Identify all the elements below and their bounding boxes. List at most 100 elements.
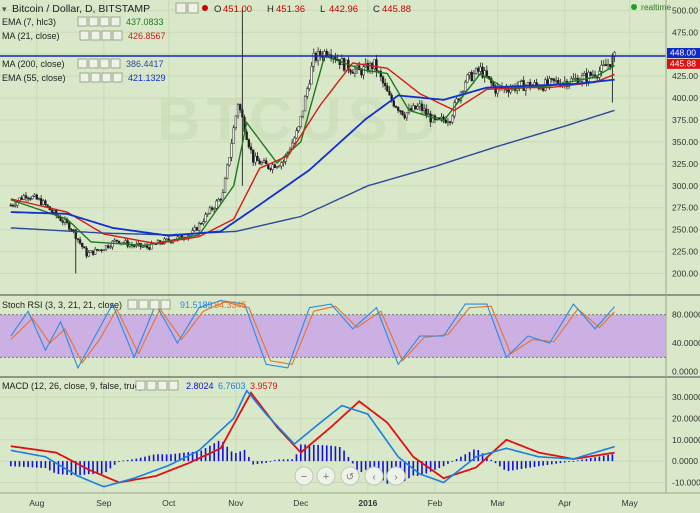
eye-icon[interactable] bbox=[135, 380, 146, 391]
histogram-bar bbox=[607, 454, 609, 462]
histogram-bar bbox=[200, 450, 203, 462]
histogram-bar bbox=[568, 461, 570, 462]
eye-icon[interactable] bbox=[175, 2, 187, 14]
settings-icon[interactable] bbox=[187, 2, 199, 14]
stoch-rsi-tick-label: 0.0000 bbox=[672, 366, 698, 376]
histogram-bar bbox=[100, 461, 103, 474]
candle-body bbox=[204, 214, 207, 222]
legend-value: 421.1329 bbox=[128, 73, 166, 83]
price-tick-label: 250.00 bbox=[672, 225, 698, 235]
histogram-bar bbox=[598, 456, 601, 462]
zoom-out-button[interactable]: − bbox=[294, 466, 314, 486]
candle-body bbox=[282, 161, 285, 163]
macd-tick-label: 10.0000 bbox=[672, 435, 700, 445]
candle-body bbox=[258, 160, 261, 165]
histogram-bar bbox=[321, 445, 324, 462]
candle-body bbox=[63, 219, 67, 223]
candle-body bbox=[72, 229, 75, 231]
candle-body bbox=[161, 243, 164, 245]
zoom-in-button[interactable]: + bbox=[316, 466, 336, 486]
histogram-bar bbox=[516, 461, 518, 470]
histogram-bar bbox=[269, 461, 272, 462]
histogram-bar bbox=[360, 461, 363, 472]
more-icon[interactable] bbox=[168, 380, 179, 391]
svg-text:‹: ‹ bbox=[372, 472, 375, 483]
close-icon bbox=[101, 30, 112, 41]
reset-button[interactable]: ↺ bbox=[340, 466, 360, 486]
chevron-down-icon[interactable]: ▾ bbox=[2, 4, 7, 14]
candle-body bbox=[260, 162, 263, 165]
macd-pane[interactable] bbox=[0, 389, 666, 488]
candle-body bbox=[397, 107, 400, 111]
candle-body bbox=[236, 104, 240, 117]
candle-body bbox=[252, 149, 255, 163]
settings-icon[interactable] bbox=[138, 299, 149, 310]
scroll-left-button[interactable]: ‹ bbox=[364, 466, 384, 486]
legend-value: 386.4417 bbox=[126, 59, 164, 69]
candle-body bbox=[446, 121, 450, 124]
price-tick-label: 300.00 bbox=[672, 181, 698, 191]
candle-body bbox=[148, 247, 151, 250]
macd-title: MACD (12, 26, close, 9, false, true) bbox=[2, 381, 143, 391]
candle-body bbox=[295, 130, 298, 139]
histogram-bar bbox=[382, 461, 384, 481]
settings-icon bbox=[88, 16, 99, 27]
candle-body bbox=[70, 229, 73, 231]
candle-body bbox=[381, 76, 385, 84]
histogram-bar bbox=[555, 461, 557, 464]
candle-body bbox=[308, 83, 311, 89]
candle-body bbox=[297, 126, 300, 132]
close-icon bbox=[99, 16, 110, 27]
scroll-right-button[interactable]: › bbox=[386, 466, 406, 486]
indicator-legend: EMA (7, hlc3) 437.0833 MA (21, close) 426.8… bbox=[2, 16, 166, 83]
histogram-bar bbox=[481, 453, 484, 462]
candle-body bbox=[332, 56, 335, 59]
more-icon bbox=[110, 58, 121, 69]
settings-icon[interactable] bbox=[146, 380, 157, 391]
histogram-bar bbox=[248, 456, 250, 462]
ohlc-key: H bbox=[267, 4, 274, 15]
histogram-bar bbox=[53, 461, 55, 473]
eye-icon[interactable] bbox=[127, 299, 138, 310]
stoch-rsi-title: Stoch RSI (3, 3, 21, 21, close) bbox=[2, 300, 122, 310]
histogram-bar bbox=[520, 461, 523, 469]
stoch-rsi-pane[interactable] bbox=[0, 299, 666, 370]
candle-body bbox=[470, 72, 473, 82]
time-axis[interactable]: Aug Sep Oct Nov Dec 2016 Feb Mar Apr May bbox=[29, 498, 638, 508]
candle-body bbox=[507, 90, 510, 93]
price-pane[interactable] bbox=[0, 0, 666, 493]
macd-tick-label: -10.0000 bbox=[672, 477, 700, 487]
candle-body bbox=[448, 121, 452, 124]
stoch-rsi-d-value: 84.3345 bbox=[214, 300, 247, 310]
candle-body bbox=[572, 78, 575, 80]
histogram-bar bbox=[317, 444, 319, 462]
price-axis[interactable]: 200.00 225.00 250.00 275.00 300.00 325.00 350.… bbox=[672, 5, 700, 487]
histogram-bar bbox=[572, 461, 575, 462]
candle-body bbox=[202, 221, 205, 224]
histogram-bar bbox=[312, 444, 315, 462]
candle-body bbox=[580, 75, 584, 82]
histogram-bar bbox=[507, 461, 510, 472]
candle-body bbox=[459, 91, 463, 101]
candle-body bbox=[386, 85, 389, 92]
candle-body bbox=[85, 247, 88, 257]
histogram-bar bbox=[178, 453, 181, 462]
more-icon[interactable] bbox=[160, 299, 171, 310]
candle-body bbox=[585, 73, 588, 82]
close-icon[interactable] bbox=[149, 299, 160, 310]
candle-body bbox=[303, 96, 307, 112]
more-icon bbox=[110, 16, 121, 27]
price-line-tag: 448.00 bbox=[667, 47, 700, 58]
realtime-label: realtime bbox=[641, 2, 672, 12]
time-tick-label: May bbox=[622, 498, 639, 508]
candle-body bbox=[277, 165, 281, 168]
ma-21-line bbox=[10, 62, 615, 245]
close-icon[interactable] bbox=[157, 380, 168, 391]
histogram-bar bbox=[589, 458, 592, 462]
candle-body bbox=[234, 115, 238, 128]
candle-body bbox=[61, 220, 64, 223]
candle-body bbox=[271, 164, 274, 170]
time-tick-label: Apr bbox=[558, 498, 571, 508]
